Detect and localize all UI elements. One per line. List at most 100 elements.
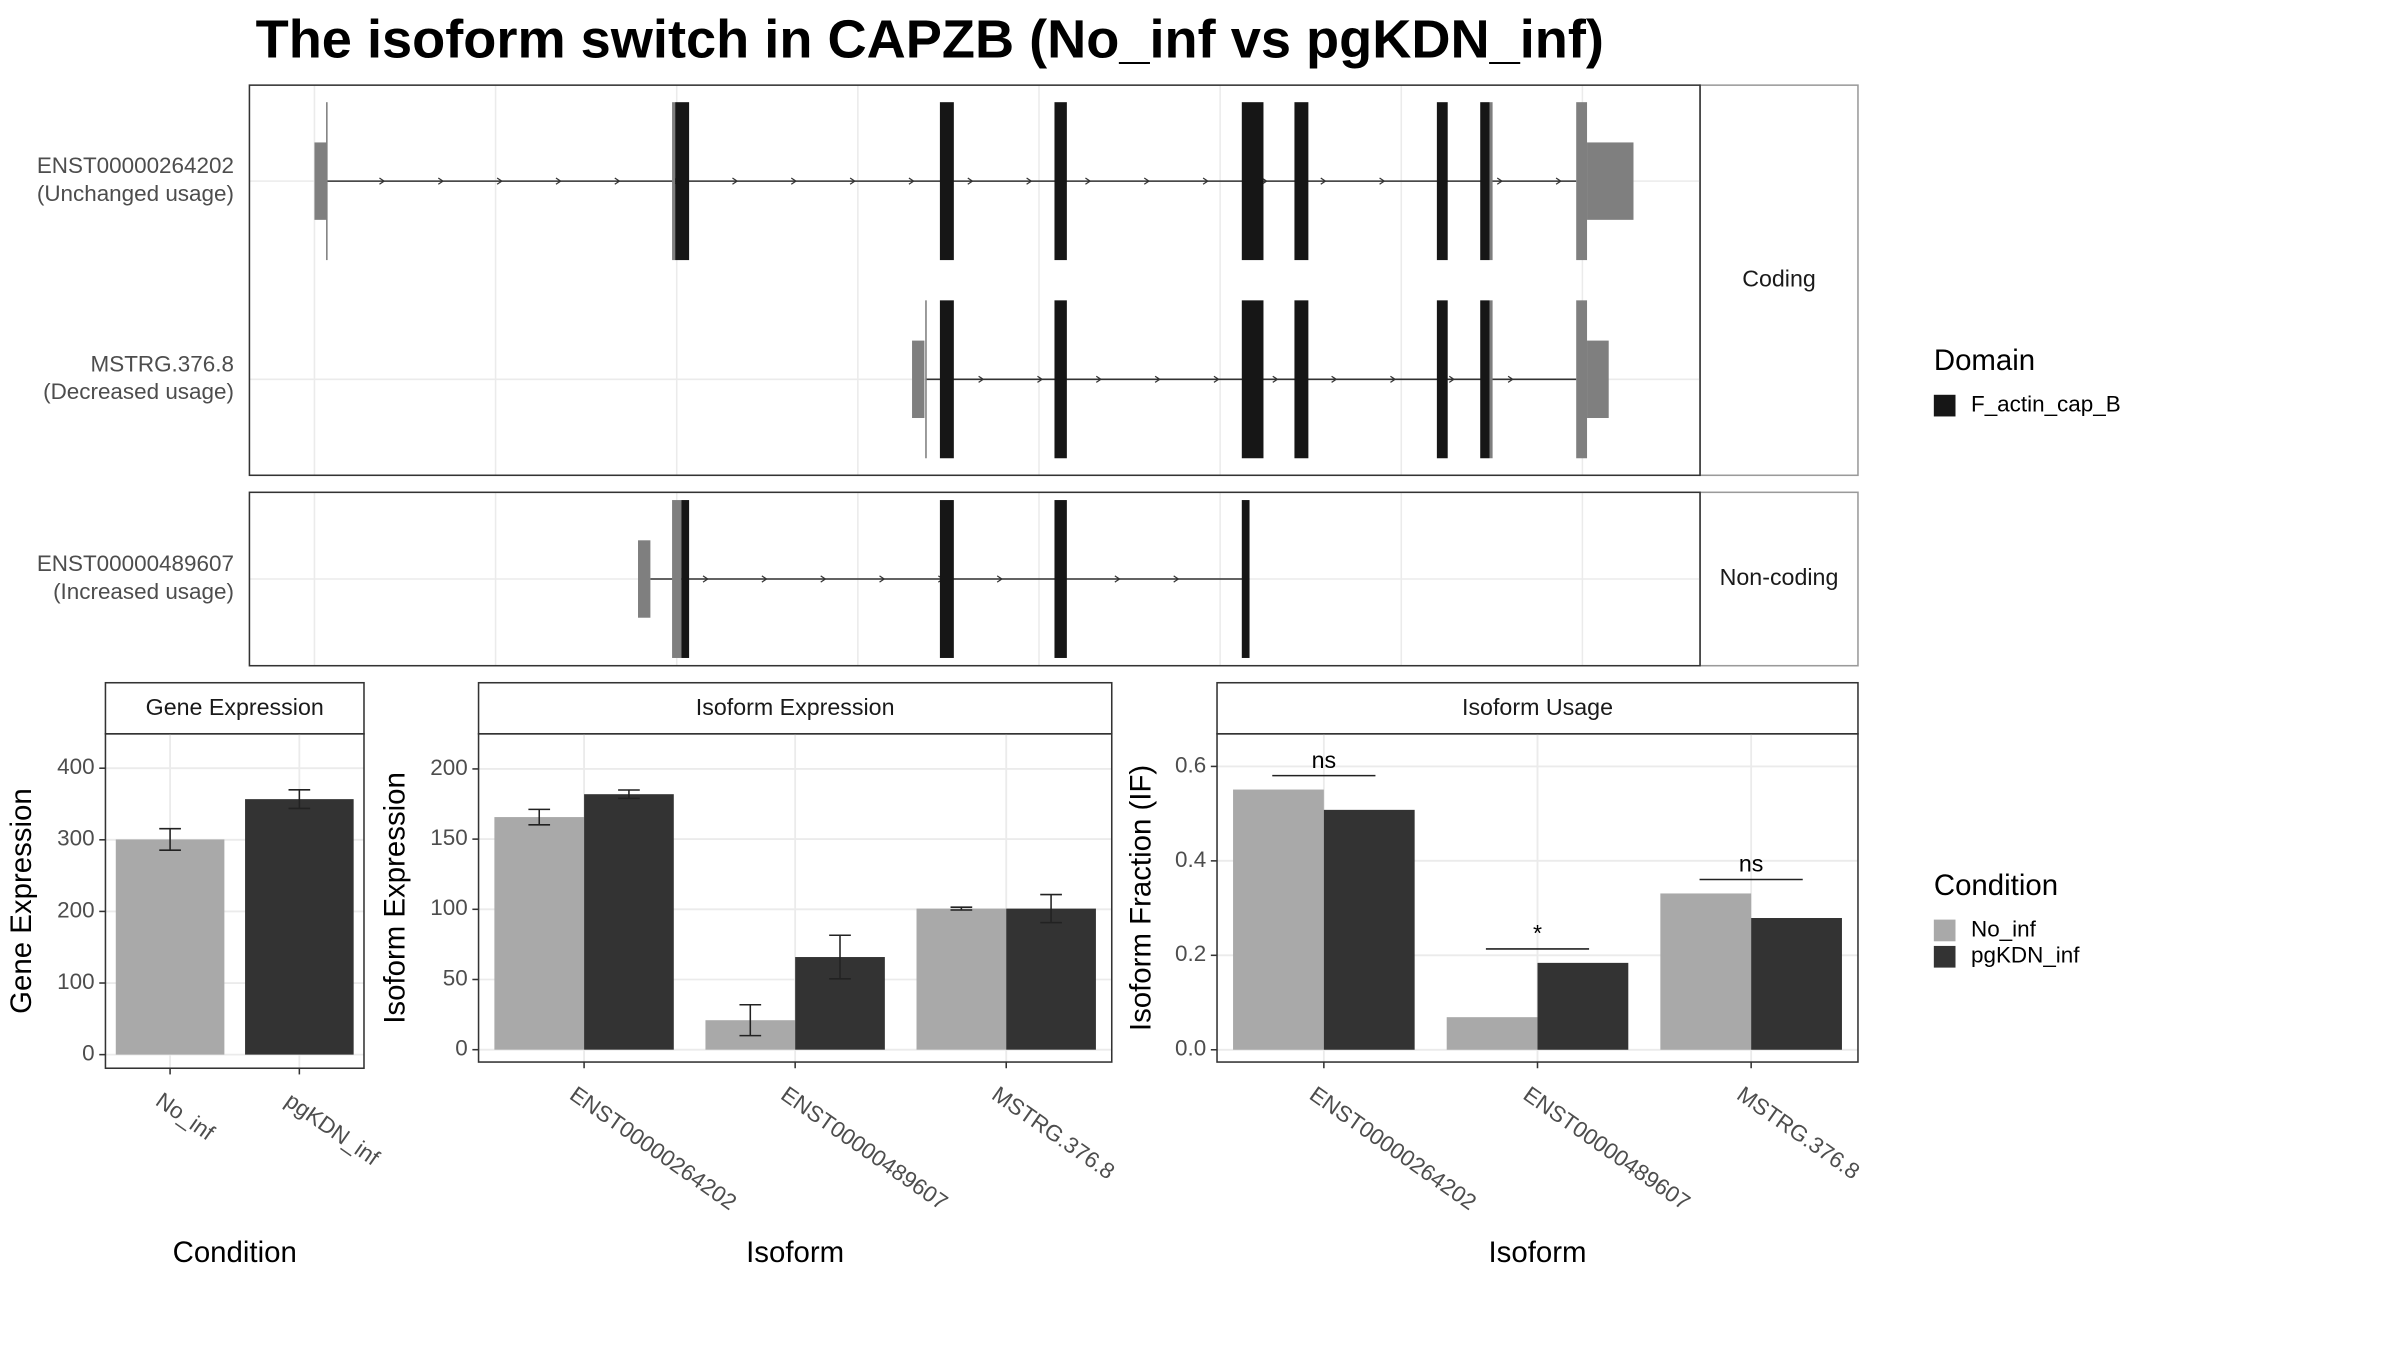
intron-arrow bbox=[1331, 375, 1338, 383]
intron-arrow bbox=[1095, 375, 1103, 383]
bar bbox=[115, 839, 225, 1055]
error-bar bbox=[1040, 893, 1062, 924]
intron-arrow bbox=[1085, 177, 1092, 185]
intron-arrow bbox=[437, 177, 445, 185]
domain-exon bbox=[675, 102, 690, 261]
y-tick-label: 100 bbox=[430, 895, 467, 920]
bar bbox=[1537, 962, 1629, 1050]
y-tick-label: 50 bbox=[443, 965, 468, 990]
domain-exon bbox=[1054, 102, 1067, 261]
facet-strip bbox=[1699, 84, 1859, 477]
intron-arrow bbox=[967, 177, 974, 185]
transcript-usage: (Unchanged usage) bbox=[37, 181, 234, 206]
intron-arrow bbox=[1154, 375, 1161, 383]
bar bbox=[916, 908, 1007, 1050]
plot-border bbox=[477, 733, 1113, 1063]
panel-border bbox=[248, 491, 1701, 667]
intron-arrow bbox=[879, 575, 886, 583]
intron-arrow bbox=[908, 177, 915, 185]
intron-arrow bbox=[1507, 375, 1514, 383]
bar bbox=[584, 794, 674, 1050]
y-tick-label: 100 bbox=[57, 969, 94, 994]
error-bar bbox=[159, 827, 181, 851]
transcript-name: ENST00000489607 bbox=[37, 551, 234, 576]
significance-label: * bbox=[1533, 920, 1542, 946]
bar bbox=[1751, 918, 1842, 1050]
bar bbox=[1006, 908, 1096, 1050]
intron-arrow bbox=[1173, 575, 1180, 583]
panel-border bbox=[248, 84, 1701, 477]
y-tick-label: 0.6 bbox=[1175, 752, 1206, 777]
domain-exon bbox=[1241, 300, 1264, 459]
bar bbox=[1233, 789, 1324, 1050]
domain-exon bbox=[1241, 500, 1250, 658]
intron-arrow bbox=[1037, 375, 1044, 383]
facet-label: Coding bbox=[1742, 265, 1816, 291]
x-tick-label: pgKDN_inf bbox=[281, 1088, 385, 1171]
intron-arrow bbox=[1213, 375, 1220, 383]
y-tick-label: 0 bbox=[82, 1041, 94, 1066]
intron-arrow bbox=[496, 177, 503, 185]
facet-title: Gene Expression bbox=[146, 694, 324, 720]
bar bbox=[1323, 809, 1415, 1050]
intron-arrow bbox=[849, 177, 856, 185]
domain-exon bbox=[939, 300, 954, 459]
intron-arrow bbox=[1555, 177, 1562, 185]
legend-label: pgKDN_inf bbox=[1971, 943, 2080, 968]
y-tick-label: 0 bbox=[455, 1036, 467, 1061]
intron-arrow bbox=[702, 575, 709, 583]
error-bar bbox=[739, 1003, 762, 1037]
y-tick-label: 200 bbox=[57, 897, 94, 922]
facet-strip bbox=[1699, 491, 1859, 667]
x-tick-label: No_inf bbox=[151, 1088, 219, 1146]
x-tick-label: ENST00000264202 bbox=[565, 1081, 741, 1215]
y-tick-label: 200 bbox=[430, 755, 467, 780]
figure-title: The isoform switch in CAPZB (No_inf vs p… bbox=[256, 10, 1604, 70]
error-bar bbox=[829, 934, 851, 980]
x-tick-label: ENST00000489607 bbox=[777, 1081, 953, 1215]
transcript-name: ENST00000264202 bbox=[37, 153, 234, 178]
domain-exon bbox=[939, 102, 954, 261]
facet-strip bbox=[104, 681, 365, 735]
domain-exon bbox=[1054, 300, 1067, 459]
exon bbox=[638, 540, 651, 618]
intron-arrow bbox=[1496, 177, 1504, 185]
significance-label: ns bbox=[1312, 747, 1337, 773]
facet-label: Non-coding bbox=[1720, 564, 1839, 590]
transcript-usage: (Decreased usage) bbox=[43, 379, 234, 404]
intron-arrow bbox=[555, 177, 562, 185]
exon bbox=[1587, 142, 1634, 220]
exon bbox=[1489, 102, 1493, 261]
x-axis-title: Isoform bbox=[746, 1236, 844, 1269]
intron-arrow bbox=[978, 375, 985, 383]
intron-arrow bbox=[820, 575, 827, 583]
x-axis-title: Condition bbox=[173, 1236, 297, 1269]
legend-title: Domain bbox=[1934, 344, 2035, 377]
intron-arrow bbox=[761, 575, 768, 583]
intron-arrow bbox=[1320, 177, 1327, 185]
domain-exon bbox=[1480, 300, 1490, 459]
exon bbox=[925, 300, 927, 459]
x-tick-label: MSTRG.376.8 bbox=[1732, 1081, 1864, 1184]
y-tick-label: 150 bbox=[430, 825, 467, 850]
exon bbox=[672, 500, 682, 658]
domain-exon bbox=[1294, 102, 1309, 261]
exon bbox=[1587, 340, 1609, 419]
exon bbox=[326, 102, 328, 261]
domain-exon bbox=[939, 500, 954, 658]
y-tick-label: 300 bbox=[57, 826, 94, 851]
legend-swatch bbox=[1933, 394, 1956, 417]
x-tick-label: MSTRG.376.8 bbox=[988, 1081, 1120, 1184]
facet-title: Isoform Usage bbox=[1462, 694, 1613, 720]
structure-panel bbox=[249, 85, 1701, 476]
intron-arrow bbox=[1448, 375, 1456, 383]
bar bbox=[245, 799, 354, 1055]
error-bar bbox=[288, 789, 311, 810]
domain-exon bbox=[1436, 102, 1448, 261]
transcript-name: MSTRG.376.8 bbox=[91, 351, 234, 376]
x-tick-label: ENST00000264202 bbox=[1305, 1081, 1481, 1215]
legend-title: Condition bbox=[1934, 869, 2058, 902]
domain-exon bbox=[1480, 102, 1490, 261]
x-axis-title: Isoform bbox=[1488, 1236, 1586, 1269]
